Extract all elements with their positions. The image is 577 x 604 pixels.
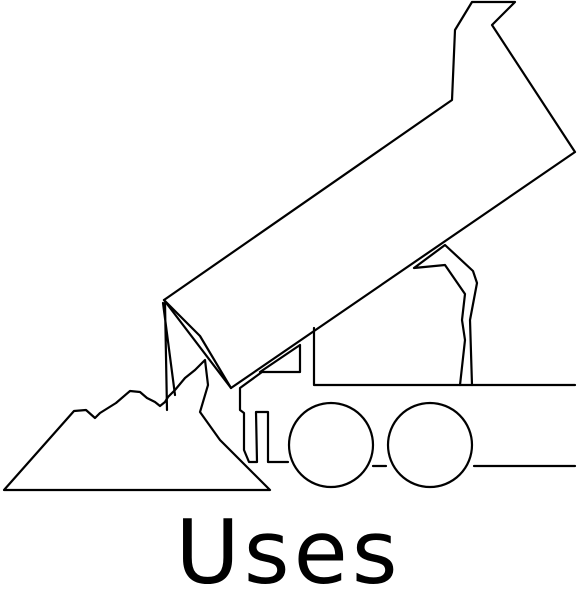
rear-wheel-1 (287, 401, 375, 489)
rear-wheel-2 (386, 401, 474, 489)
dirt-pile (2, 358, 272, 492)
lift-arm (412, 243, 479, 387)
truck-chassis (238, 326, 577, 464)
falling-material (161, 301, 177, 412)
dump-truck-unloading-icon (2, 0, 577, 492)
dump-bed-floor-edge (162, 298, 233, 390)
dump-bed (162, 0, 577, 390)
caption-label: Uses (175, 501, 402, 604)
